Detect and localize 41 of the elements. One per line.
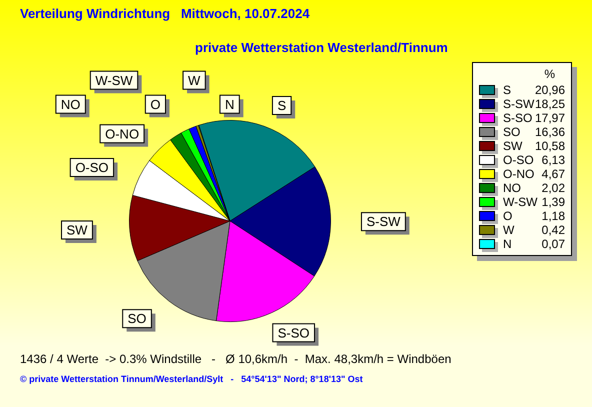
legend-label: O: [503, 209, 514, 223]
data-label: 0,07: [542, 237, 565, 251]
category-label: W-SW: [95, 72, 133, 88]
chart-subtitle: private Wetterstation Westerland/Tinnum: [195, 40, 448, 55]
data-label: 2,02: [542, 181, 565, 195]
data-label: 1,18: [542, 209, 565, 223]
data-label: 0,42: [542, 223, 565, 237]
slice-label: S-SW: [366, 214, 402, 230]
legend-title: %: [543, 67, 556, 81]
category-label: NO: [60, 96, 80, 112]
legend-label: O-NO: [503, 167, 536, 181]
data-label: 1,39: [542, 195, 565, 209]
legend-label: SW: [503, 139, 524, 153]
data-label: 4,67: [542, 167, 565, 181]
slice-label: S-SO: [278, 325, 310, 340]
legend-label: S: [503, 83, 512, 97]
data-label: 17,97: [534, 111, 565, 125]
text: © private Wetterstation Tinnum/Westerland/Sylt - 54°54'13" Nord; 8°18'13" Ost: [20, 374, 363, 384]
slice-label: O-NO: [105, 126, 140, 142]
slice-label: O-SO: [75, 160, 109, 176]
legend-label: NO: [503, 181, 522, 195]
legend-label: S-SW: [503, 97, 534, 111]
slice-label: S: [277, 98, 286, 114]
legend-label: W-SW: [503, 195, 538, 209]
legend-label: S-SO: [503, 111, 534, 125]
legend-label: W: [503, 223, 516, 237]
text: 1436 / 4 Werte -> 0.3% Windstille - Ø 10,6km/h - Max. 48,3km/h = Windböen: [20, 352, 452, 366]
data-label: 18,25: [534, 97, 565, 111]
category-label: N: [224, 96, 234, 112]
data-label: 6,13: [542, 153, 565, 167]
data-label: 10,58: [534, 139, 565, 153]
slice-label: W: [188, 72, 202, 88]
data-label: 16,36: [534, 125, 565, 139]
legend-label: O-SO: [503, 153, 535, 167]
category-label: O: [150, 96, 161, 112]
legend-label: SO: [503, 125, 522, 139]
data-label: 20,96: [534, 83, 565, 97]
chart-title: Verteilung Windrichtung Mittwoch, 10.07.2024: [20, 6, 310, 21]
slice-label: SO: [128, 311, 146, 326]
slice-label: SW: [66, 222, 88, 238]
legend-label: N: [503, 237, 513, 251]
